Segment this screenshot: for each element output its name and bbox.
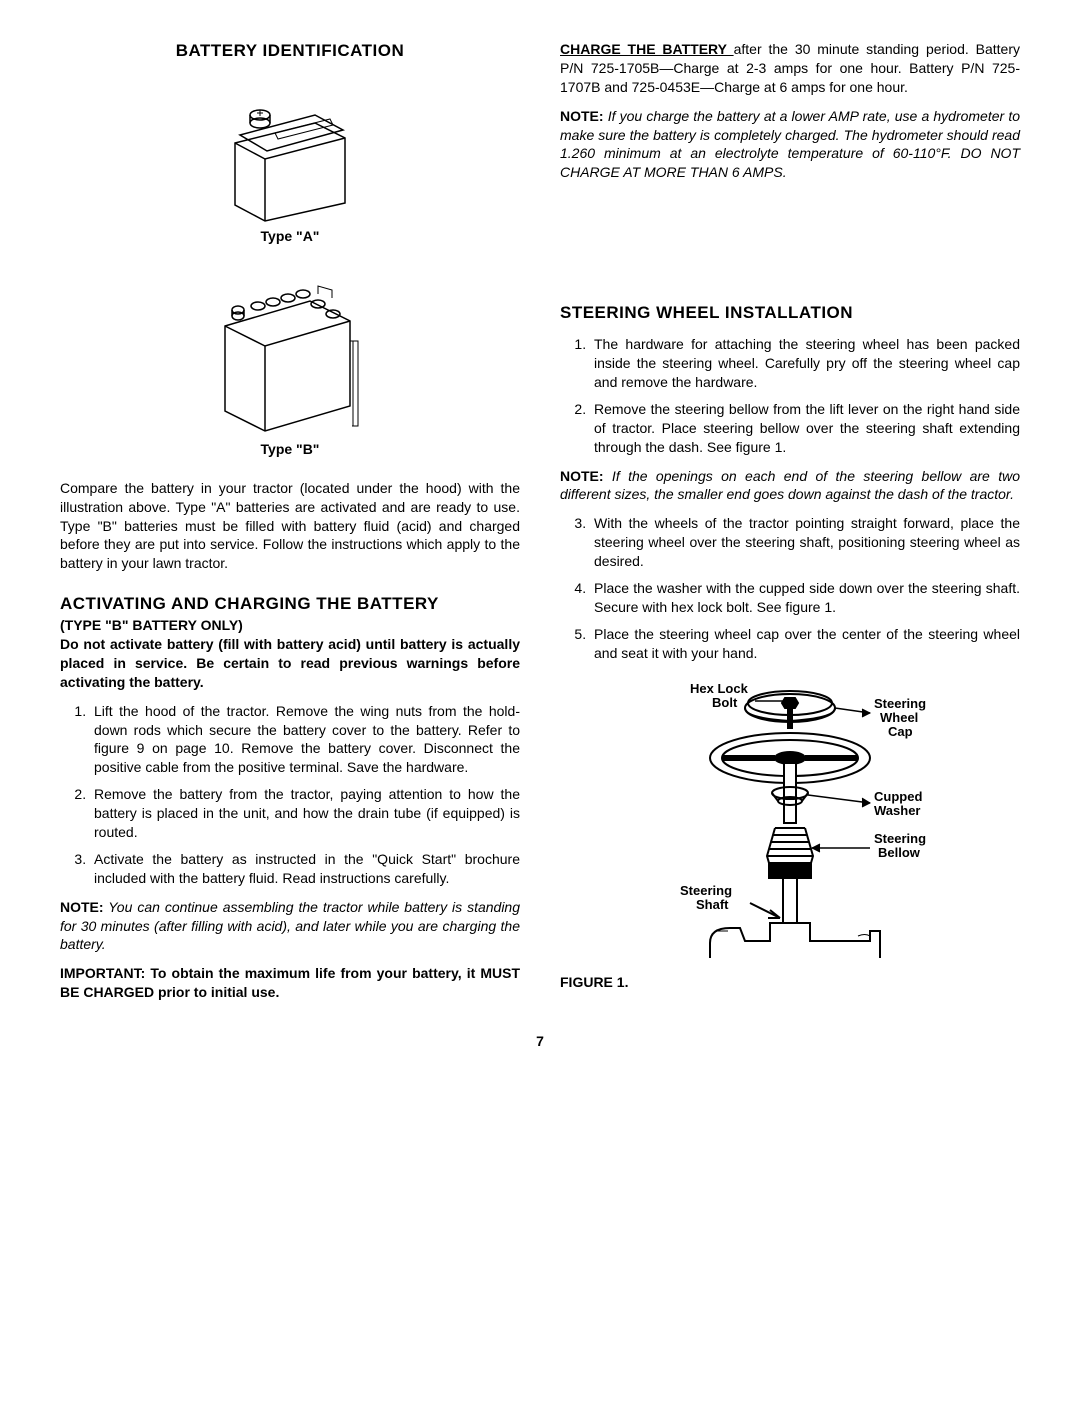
label-washer: Washer	[874, 803, 920, 818]
note-text: If the openings on each end of the steer…	[560, 468, 1020, 503]
charge-battery-label: CHARGE THE BATTERY	[560, 41, 734, 57]
heading-steering-install: STEERING WHEEL INSTALLATION	[560, 302, 1020, 325]
label-bolt: Bolt	[712, 695, 738, 710]
left-column: BATTERY IDENTIFICATION Type "A"	[60, 40, 520, 1012]
list-steering-steps-a: The hardware for attaching the steering …	[560, 335, 1020, 456]
note-text: If you charge the battery at a lower AMP…	[560, 108, 1020, 181]
step-lift-hood: Lift the hood of the tractor. Remove the…	[90, 702, 520, 778]
note-label: NOTE:	[560, 468, 604, 484]
label-wheel-cap-1: Steering	[874, 696, 926, 711]
step-washer-cupped: Place the washer with the cupped side do…	[590, 579, 1020, 617]
subheading-type-b-only: (TYPE "B" BATTERY ONLY)	[60, 616, 520, 635]
step-wheels-straight: With the wheels of the tractor pointing …	[590, 514, 1020, 571]
label-shaft-1: Steering	[680, 883, 732, 898]
label-shaft-2: Shaft	[696, 897, 729, 912]
step-wheel-cap: Place the steering wheel cap over the ce…	[590, 625, 1020, 663]
para-compare-battery: Compare the battery in your tractor (loc…	[60, 479, 520, 573]
note-bellow-sizes: NOTE: If the openings on each end of the…	[560, 467, 1020, 505]
para-do-not-activate: Do not activate battery (fill with batte…	[60, 635, 520, 692]
note-label: NOTE:	[560, 108, 604, 124]
figure-1-caption: FIGURE 1.	[560, 973, 1020, 992]
step-hardware-packed: The hardware for attaching the steering …	[590, 335, 1020, 392]
label-wheel-cap-3: Cap	[888, 724, 913, 739]
note-lower-amp: NOTE: If you charge the battery at a low…	[560, 107, 1020, 183]
label-bellow-2: Bellow	[878, 845, 921, 860]
steering-wheel-figure: Hex Lock Bolt Steering Wheel Cap Cupped …	[640, 683, 940, 963]
note-continue-assembling: NOTE: You can continue assembling the tr…	[60, 898, 520, 955]
page-number: 7	[60, 1032, 1020, 1051]
list-activation-steps: Lift the hood of the tractor. Remove the…	[60, 702, 520, 888]
label-type-a: Type "A"	[60, 227, 520, 246]
label-bellow-1: Steering	[874, 831, 926, 846]
step-remove-bellow: Remove the steering bellow from the lift…	[590, 400, 1020, 457]
label-type-b: Type "B"	[60, 440, 520, 459]
note-text: You can continue assembling the tractor …	[60, 899, 520, 953]
important-max-life: IMPORTANT: To obtain the maximum life fr…	[60, 964, 520, 1002]
step-remove-battery: Remove the battery from the tractor, pay…	[90, 785, 520, 842]
page-columns: BATTERY IDENTIFICATION Type "A"	[60, 40, 1020, 1012]
battery-type-b-illustration	[210, 266, 370, 436]
right-column: CHARGE THE BATTERY after the 30 minute s…	[560, 40, 1020, 1012]
heading-activating: ACTIVATING AND CHARGING THE BATTERY	[60, 593, 520, 616]
battery-type-a-illustration	[215, 73, 365, 223]
step-activate-battery: Activate the battery as instructed in th…	[90, 850, 520, 888]
note-label: NOTE:	[60, 899, 104, 915]
para-charge-battery: CHARGE THE BATTERY after the 30 minute s…	[560, 40, 1020, 97]
list-steering-steps-b: With the wheels of the tractor pointing …	[560, 514, 1020, 662]
label-cupped: Cupped	[874, 789, 922, 804]
label-wheel-cap-2: Wheel	[880, 710, 918, 725]
heading-battery-id: BATTERY IDENTIFICATION	[60, 40, 520, 63]
